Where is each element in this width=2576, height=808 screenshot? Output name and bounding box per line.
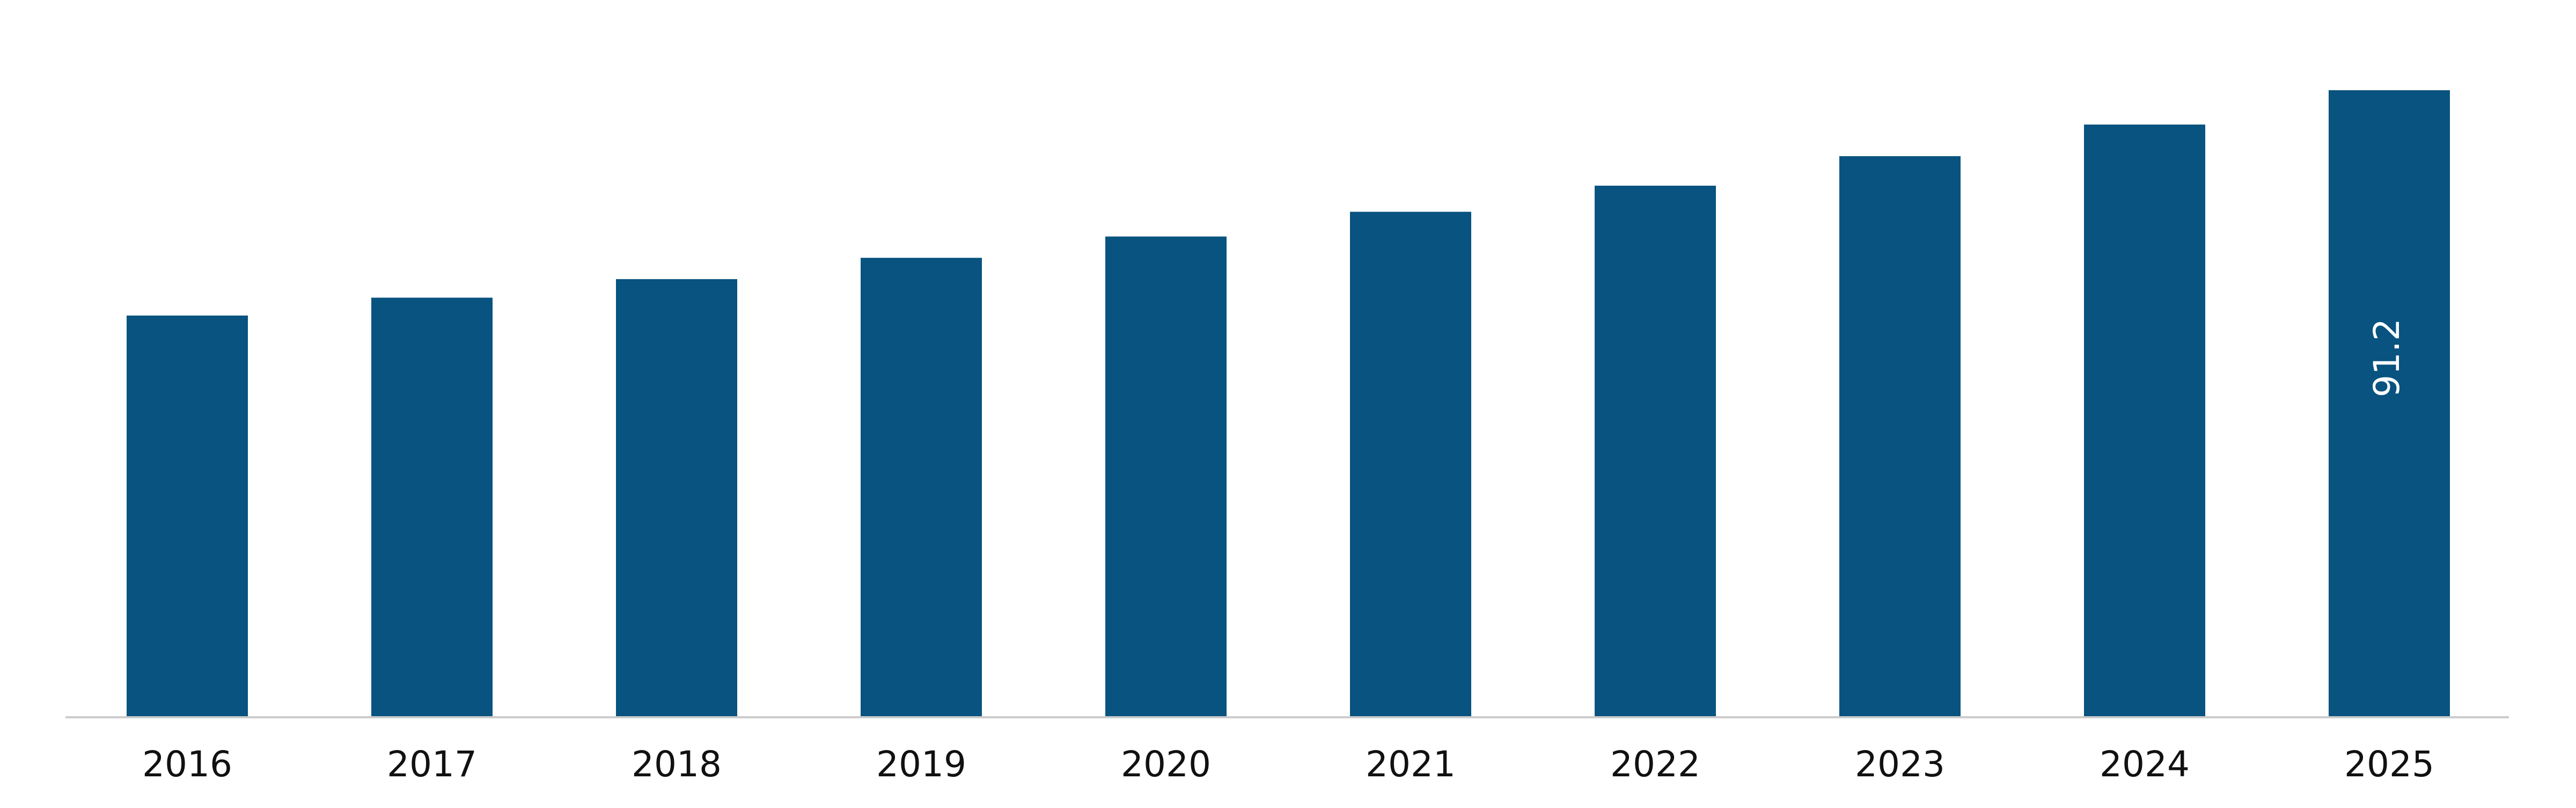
x-tick-label: 2021 <box>1366 744 1456 785</box>
bar <box>1595 185 1716 717</box>
x-tick-label: 2023 <box>1855 744 1945 785</box>
x-tick-label: 2020 <box>1121 744 1211 785</box>
x-tick-label: 2022 <box>1610 744 1700 785</box>
bar <box>2084 124 2205 717</box>
bar <box>127 315 248 717</box>
x-tick-label: 2018 <box>632 744 722 785</box>
x-tick-label: 2019 <box>876 744 966 785</box>
x-tick-label: 2017 <box>387 744 477 785</box>
bar <box>1350 212 1471 717</box>
bar <box>616 279 737 717</box>
x-tick-label: 2016 <box>142 744 232 785</box>
x-tick-label: 2024 <box>2100 744 2190 785</box>
x-tick-label: 2025 <box>2344 744 2434 785</box>
bar <box>861 258 982 717</box>
bar <box>371 297 493 717</box>
bar <box>1105 236 1227 717</box>
bar <box>1839 156 1961 717</box>
bar <box>2329 90 2450 717</box>
data-label: 91.2 <box>2366 318 2408 397</box>
